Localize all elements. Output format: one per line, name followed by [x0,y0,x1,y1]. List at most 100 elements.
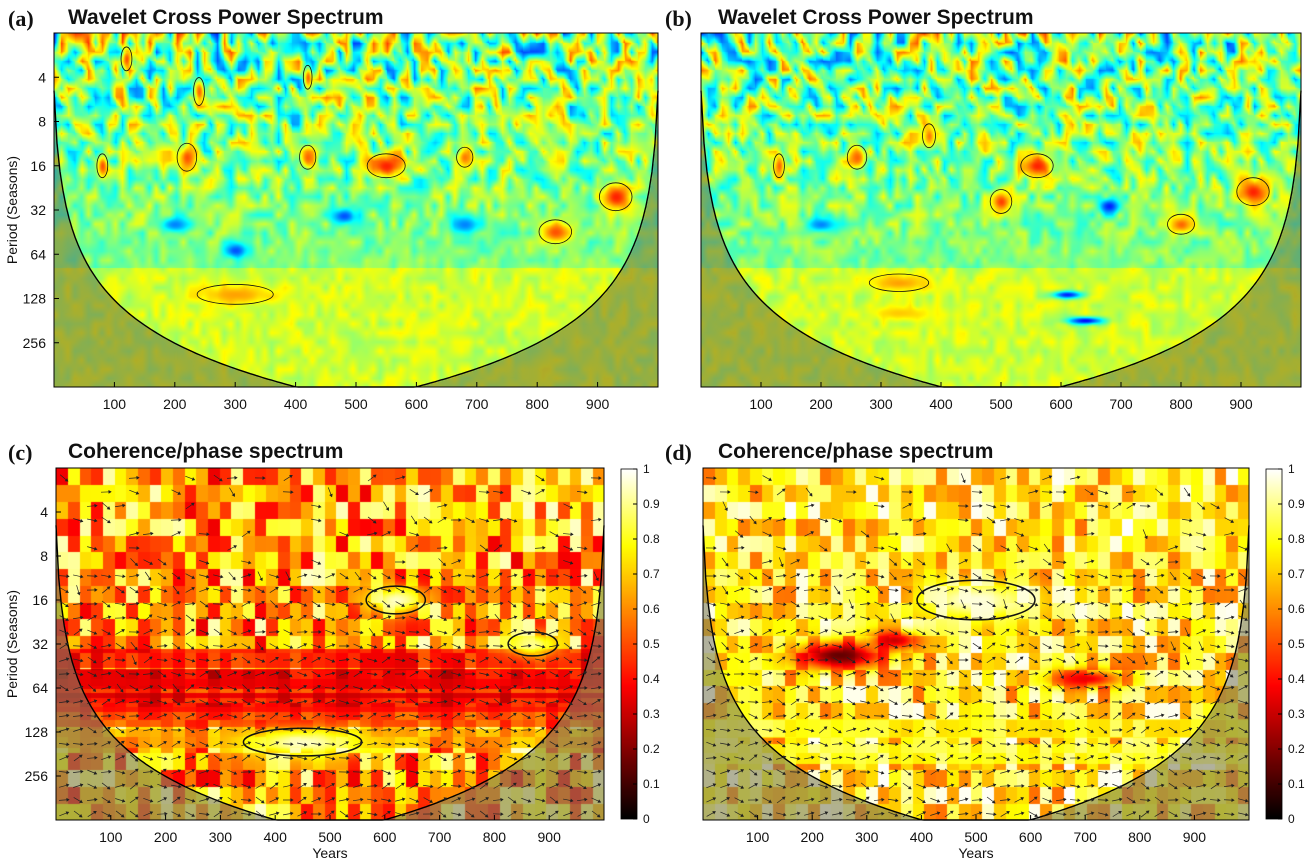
phase-arrow-head [107,519,111,524]
phase-arrow-head [150,602,154,607]
phase-arrow-head [1217,770,1221,775]
phase-arrow-head [726,699,731,703]
phase-arrow-head [290,742,294,747]
phase-arrow-head [978,589,983,593]
phase-arrow-head [429,601,434,606]
phase-arrow-head [769,699,773,704]
phase-arrow-head [428,519,433,524]
phase-arrow-head [231,493,235,497]
phase-arrow-head [725,618,730,622]
phase-arrow-head [837,729,842,734]
phase-arrow-head [1119,615,1123,620]
phase-arrow-head [149,645,154,649]
phase-arrow-head [1174,603,1179,607]
phase-arrow-head [853,629,857,634]
phase-arrow-head [979,770,983,774]
phase-arrow-head [795,614,800,619]
phase-arrow-head [950,575,954,579]
phase-arrow-head [962,479,966,484]
phase-arrow-head [965,686,969,691]
phase-arrow-head [769,728,773,733]
phase-arrow-head [582,590,587,594]
phase-arrow-head [136,713,140,718]
phase-arrow-head [950,631,955,635]
phase-arrow-head [204,603,209,608]
phase-arrow-head [1131,712,1136,717]
phase-arrow-head [866,811,871,815]
phase-arrow-head [1174,813,1178,817]
phase-arrow-head [1047,670,1052,675]
phase-arrow-head [964,574,969,579]
phase-arrow-head [796,783,801,787]
phase-arrow-head [472,574,476,579]
phase-arrow-head [1146,561,1150,566]
phase-arrow-head [205,743,210,747]
phase-arrow-head [1145,726,1150,730]
phase-arrow-head [825,672,829,676]
phase-arrow-head [824,518,829,523]
colorbar-ticks-c: 00.10.20.30.40.50.60.70.80.91 [633,462,660,826]
phase-arrow-head [192,672,196,677]
phase-arrow-head [261,601,265,605]
phase-arrow-head [1047,744,1052,748]
phase-arrow-head [220,588,224,593]
phase-arrow-head [811,503,815,508]
phase-arrow-head [838,685,843,689]
phase-arrow-head [386,642,391,647]
phase-arrow-head [768,671,773,676]
phase-arrow-head [527,783,532,787]
phase-arrow-head [796,643,801,647]
phase-arrow-head [1216,671,1221,675]
phase-arrow-head [796,713,800,717]
phase-arrow-head [867,560,871,565]
phase-arrow-head [1003,605,1008,610]
phase-arrow-head [741,672,745,676]
phase-arrow-head [866,741,871,745]
phase-arrow-head [429,799,433,803]
phase-arrow-head [1119,630,1123,634]
phase-arrow-head [429,615,434,619]
phase-arrow-head [909,517,913,522]
phase-arrow-head [767,712,772,717]
phase-arrow-head [177,672,182,677]
phase-arrow-head [895,588,899,593]
phase-arrow-head [978,741,982,745]
phase-arrow-head [176,716,181,720]
phase-arrow-head [1063,587,1067,592]
phase-arrow-head [909,601,913,606]
phase-arrow-head [597,588,602,593]
phase-arrow-head [121,783,126,788]
phase-arrow-head [457,659,462,663]
x-tick-label: 800 [483,829,507,845]
chart-a: 100 200 300 400 500 600 700 800 900 481632641282… [4,32,659,412]
phase-arrow-head [513,699,518,703]
phase-arrow-head [1104,699,1109,703]
phase-arrow-head [65,631,70,635]
phase-arrow-head [541,727,545,731]
phase-arrow-head [923,531,927,536]
phase-arrow-head [485,701,490,705]
phase-arrow-head [1202,699,1207,703]
phase-arrow-head [1061,617,1066,622]
phase-arrow-head [1091,504,1095,508]
phase-arrow-head [527,743,531,747]
phase-arrow-head [1173,771,1178,776]
phase-arrow-head [1159,492,1164,496]
phase-arrow-head [471,589,475,593]
phase-arrow-head [471,519,476,523]
phase-arrow-head [727,657,731,662]
phase-arrow-head [965,713,969,718]
phase-arrow-head [513,756,518,761]
phase-arrow-head [1146,700,1151,705]
phase-arrow-head [755,728,759,733]
phase-arrow-head [1189,601,1193,606]
phase-arrow-head [727,672,731,677]
phase-arrow-head [965,658,969,662]
phase-arrow-head [290,490,294,495]
plot-area-c [56,468,604,820]
phase-arrow-head [345,671,350,676]
phase-arrow-head [345,603,350,607]
phase-arrow-head [513,685,517,689]
x-tick-label: 600 [1049,396,1073,412]
phase-arrow-head [177,755,182,760]
